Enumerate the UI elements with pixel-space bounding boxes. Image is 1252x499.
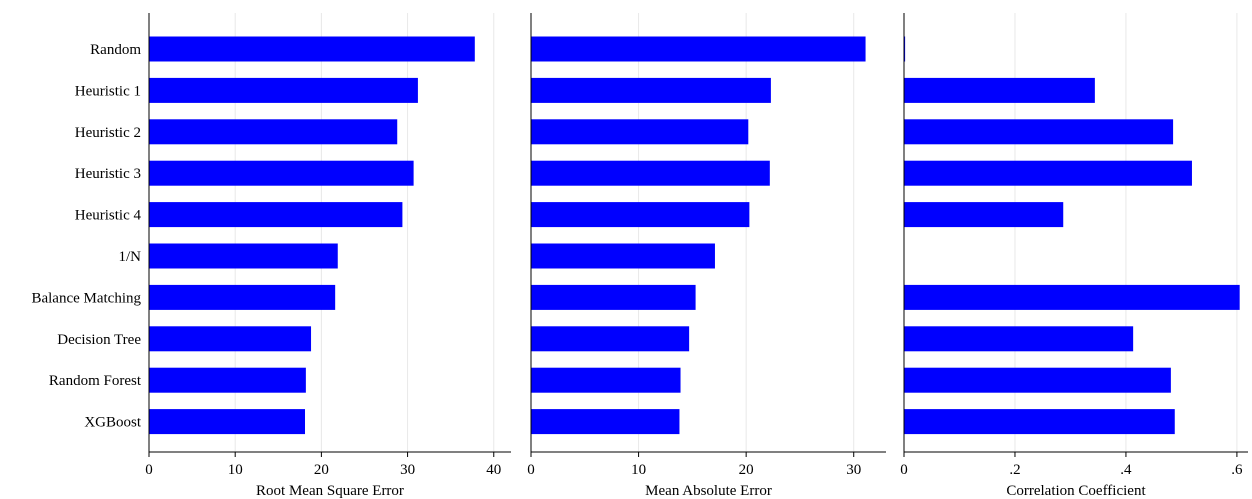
category-label-heuristic-2: Heuristic 2 bbox=[75, 125, 141, 141]
bar-2-random bbox=[531, 36, 866, 62]
bar-3-decision-tree bbox=[904, 326, 1134, 352]
x-tick-label-2-0: 0 bbox=[527, 462, 535, 478]
bar-3-random-forest bbox=[904, 367, 1171, 393]
category-label-heuristic-3: Heuristic 3 bbox=[75, 166, 141, 182]
x-tick-label-3-1: .2 bbox=[1009, 462, 1020, 478]
bar-2-balance-matching bbox=[531, 284, 696, 310]
bar-2-heuristic-1 bbox=[531, 77, 771, 103]
category-label-decision-tree: Decision Tree bbox=[57, 332, 141, 348]
bar-2-xgboost bbox=[531, 409, 680, 435]
bar-2-heuristic-2 bbox=[531, 119, 749, 145]
x-tick-label-3-3: .6 bbox=[1231, 462, 1243, 478]
x-tick-label-3-2: .4 bbox=[1120, 462, 1132, 478]
bar-3-xgboost bbox=[904, 409, 1175, 435]
category-label-heuristic-4: Heuristic 4 bbox=[75, 208, 142, 224]
bar-1-decision-tree bbox=[149, 326, 312, 352]
bar-1-xgboost bbox=[149, 409, 306, 435]
x-tick-label-1-0: 0 bbox=[145, 462, 153, 478]
bar-1-heuristic-2 bbox=[149, 119, 398, 145]
bar-3-heuristic-4 bbox=[904, 202, 1064, 228]
bar-2-random-forest bbox=[531, 367, 681, 393]
bar-1-random bbox=[149, 36, 475, 62]
x-tick-label-1-3: 30 bbox=[400, 462, 415, 478]
bar-3-heuristic-3 bbox=[904, 160, 1192, 186]
x-tick-label-3-0: 0 bbox=[900, 462, 908, 478]
bar-1-random-forest bbox=[149, 367, 306, 393]
bar-3-heuristic-1 bbox=[904, 77, 1095, 103]
bar-1-balance-matching bbox=[149, 284, 336, 310]
bar-2-heuristic-3 bbox=[531, 160, 770, 186]
x-tick-label-1-4: 40 bbox=[486, 462, 501, 478]
bar-1-heuristic-1 bbox=[149, 77, 418, 103]
x-axis-title-2: Mean Absolute Error bbox=[645, 483, 772, 499]
x-tick-label-1-1: 10 bbox=[228, 462, 243, 478]
x-tick-label-2-1: 10 bbox=[631, 462, 646, 478]
x-tick-label-2-2: 20 bbox=[739, 462, 754, 478]
category-label-1-n: 1/N bbox=[119, 249, 142, 265]
bar-1-heuristic-4 bbox=[149, 202, 403, 228]
category-label-heuristic-1: Heuristic 1 bbox=[75, 83, 141, 99]
x-axis-title-3: Correlation Coefficient bbox=[1006, 483, 1146, 499]
x-tick-label-1-2: 20 bbox=[314, 462, 329, 478]
panel-2: 0 10 20 30 Mean Absolute Error bbox=[527, 13, 886, 499]
bar-3-balance-matching bbox=[904, 284, 1240, 310]
bar-3-random bbox=[904, 36, 906, 62]
x-axis-title-1: Root Mean Square Error bbox=[256, 483, 404, 499]
category-label-xgboost: XGBoost bbox=[84, 415, 142, 431]
category-label-random: Random bbox=[90, 42, 141, 58]
panel-3: 0 .2 .4 .6 Correlation Coefficient bbox=[900, 13, 1248, 499]
category-label-random-forest: Random Forest bbox=[49, 373, 142, 389]
bar-2-1-n bbox=[531, 243, 715, 269]
bar-2-decision-tree bbox=[531, 326, 690, 352]
panel-1: 0 10 20 30 40 Root Mean Square Error Random Heu… bbox=[31, 13, 511, 499]
bar-2-heuristic-4 bbox=[531, 202, 750, 228]
bar-1-1-n bbox=[149, 243, 338, 269]
category-label-balance-matching: Balance Matching bbox=[31, 290, 141, 306]
bar-3-heuristic-2 bbox=[904, 119, 1174, 145]
x-tick-label-2-3: 30 bbox=[846, 462, 861, 478]
bar-1-heuristic-3 bbox=[149, 160, 414, 186]
